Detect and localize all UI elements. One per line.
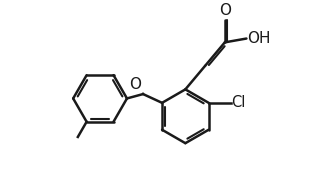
Text: O: O: [129, 77, 141, 92]
Text: OH: OH: [247, 31, 271, 46]
Text: Cl: Cl: [231, 95, 246, 110]
Text: O: O: [219, 3, 231, 18]
